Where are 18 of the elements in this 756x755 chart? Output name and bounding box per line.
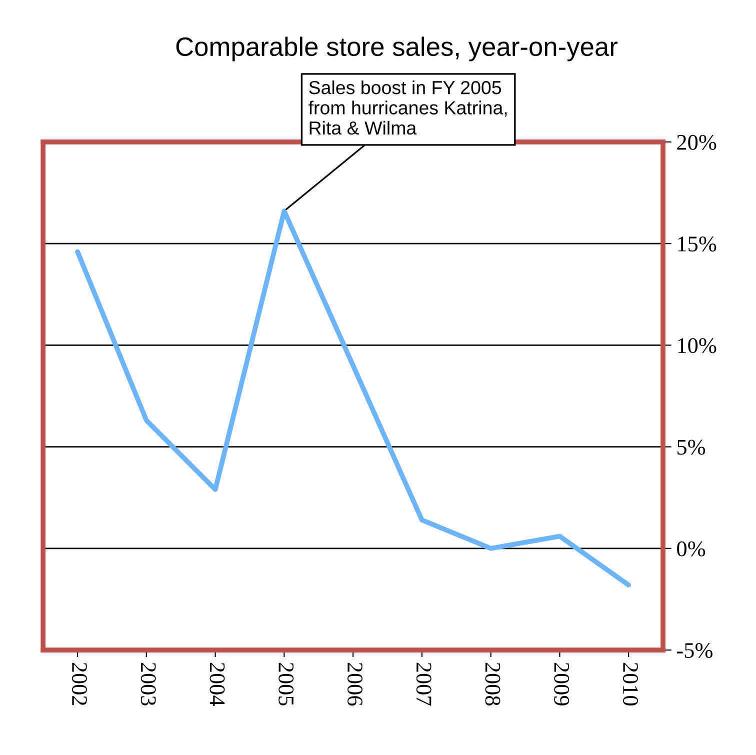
x-tick-label: 2009: [554, 662, 570, 706]
y-tick-label: 20%: [677, 134, 716, 150]
y-tick-label: 0%: [677, 541, 706, 556]
x-tick-label: 2008: [485, 662, 500, 706]
y-tick-label: 15%: [678, 236, 716, 252]
y-tick-label: 10%: [678, 338, 716, 354]
x-tick-label: 2005: [278, 662, 294, 706]
y-tick-label: 5%: [678, 440, 706, 455]
x-tick-label: 2003: [140, 662, 156, 706]
chart-title: Comparable store sales, year-on-year: [176, 36, 618, 62]
x-tick-label: 2002: [72, 662, 87, 706]
x-tick-label: 2007: [416, 662, 432, 706]
x-tick-label: 2006: [347, 662, 362, 706]
y-tick-label: -5%: [677, 642, 712, 658]
annotation: Sales boost in FY 2005 from hurricanes Katrina, Rita & Wilma: [308, 80, 507, 135]
line-series: [75, 208, 631, 588]
x-tick-label: 2004: [210, 662, 225, 706]
x-tick-label: 2010: [623, 662, 638, 706]
